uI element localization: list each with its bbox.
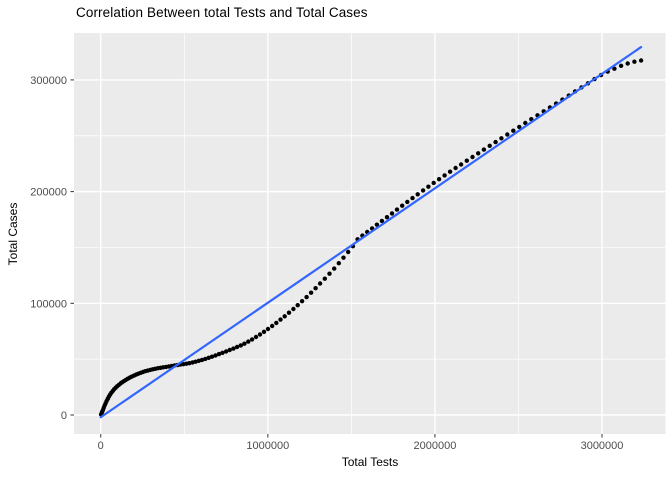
scatter-point (270, 323, 275, 329)
scatter-point (618, 63, 624, 68)
scatter-point (274, 320, 279, 326)
scatter-point (246, 339, 251, 344)
scatter-point (379, 218, 385, 224)
scatter-point (220, 350, 225, 355)
scatter-point (374, 222, 380, 227)
scatter-point (327, 271, 332, 276)
scatter-point (420, 188, 426, 193)
scatter-point (199, 357, 205, 363)
scatter-point (400, 203, 405, 208)
scatter-point (203, 356, 208, 362)
scatter-point (470, 154, 475, 160)
scatter-point (523, 120, 528, 126)
scatter-point (242, 341, 247, 346)
scatter-point (278, 317, 283, 322)
scatter-point (487, 143, 492, 148)
scatter-point (213, 353, 218, 358)
x-axis-title: Total Tests (341, 455, 399, 469)
scatter-point (265, 326, 271, 332)
scatter-point (253, 334, 259, 340)
scatter-point (431, 180, 436, 186)
scatter-point (384, 215, 390, 220)
scatter-point (231, 346, 236, 351)
scatter-point (638, 58, 644, 63)
scatter-point (238, 343, 243, 348)
scatter-point (612, 66, 617, 71)
scatter-point (257, 332, 263, 337)
scatter-point (389, 211, 395, 216)
x-tick-label: 2000000 (414, 440, 457, 452)
scatter-point (464, 158, 469, 163)
scatter-point (410, 195, 415, 201)
scatter-point (249, 337, 255, 342)
scatter-point (322, 276, 327, 281)
scatter-point (295, 303, 300, 308)
y-axis-title: Total Cases (6, 202, 20, 266)
scatter-point (453, 165, 458, 171)
x-tick-label: 0 (98, 440, 104, 452)
scatter-point (436, 177, 442, 182)
scatter-point (426, 184, 431, 189)
scatter-point (517, 124, 522, 130)
scatter-point (317, 281, 323, 286)
y-tick-label: 100000 (30, 298, 67, 310)
scatter-point (394, 207, 400, 212)
scatter-point (206, 355, 211, 360)
scatter-point (476, 151, 481, 156)
x-tick-label: 3000000 (581, 440, 624, 452)
scatter-point (332, 266, 337, 271)
scatter-point (286, 310, 292, 315)
chart-title: Correlation Between total Tests and Tota… (76, 5, 368, 20)
scatter-point (493, 139, 498, 145)
scatter-point (415, 192, 420, 197)
scatter-point (209, 354, 215, 359)
scatter-point (447, 169, 453, 174)
scatter-point (223, 349, 229, 354)
scatter-point (336, 261, 341, 266)
y-tick-label: 0 (61, 410, 67, 422)
y-tick-label: 200000 (30, 187, 67, 199)
scatter-point (291, 306, 296, 312)
scatter-point (308, 290, 314, 295)
y-tick-label: 300000 (30, 75, 67, 87)
scatter-point (299, 299, 305, 304)
scatter-point (341, 255, 346, 260)
scatter-point (304, 294, 309, 300)
x-tick-label: 1000000 (246, 440, 289, 452)
scatter-point (261, 329, 267, 334)
scatter-point (442, 173, 447, 178)
scatter-point (481, 147, 487, 152)
scatter-point (405, 199, 410, 205)
scatter-point (313, 286, 318, 291)
scatter-point (511, 128, 516, 133)
trend-line (99, 45, 643, 419)
scatter-point (505, 132, 510, 137)
scatter-point (458, 162, 464, 167)
scatter-point (282, 314, 287, 319)
scatter-point (632, 59, 637, 64)
scatter-point (625, 61, 630, 66)
scatter-point (499, 136, 504, 141)
scatter-point (216, 351, 222, 357)
scatter-point (234, 344, 240, 350)
scatter-point (346, 249, 351, 255)
scatter-point (227, 347, 232, 353)
